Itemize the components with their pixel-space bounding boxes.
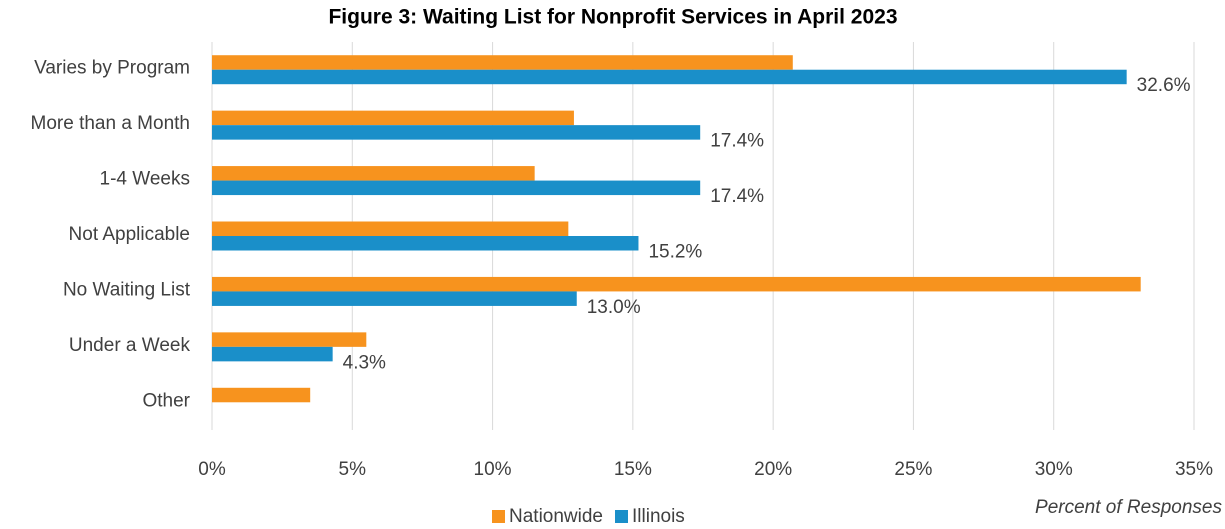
y-tick-label: Not Applicable <box>69 224 190 245</box>
bar <box>212 221 569 236</box>
bar <box>212 276 1141 292</box>
bar <box>212 69 1127 85</box>
x-axis-label: Percent of Responses <box>1035 497 1222 518</box>
bar <box>212 166 535 181</box>
bar <box>212 387 311 403</box>
x-tick-label: 30% <box>1035 459 1073 480</box>
y-tick-label: Varies by Program <box>34 58 190 79</box>
x-tick-label: 25% <box>894 459 932 480</box>
y-tick-label: Other <box>142 390 190 411</box>
data-label: 13.0% <box>587 297 641 318</box>
legend-label: Illinois <box>632 506 685 527</box>
data-label: 17.4% <box>710 131 764 152</box>
bar <box>212 180 701 196</box>
y-tick-label: 1-4 Weeks <box>100 169 190 190</box>
x-tick-label: 20% <box>754 459 792 480</box>
data-label: 4.3% <box>343 352 386 373</box>
legend-swatch <box>615 510 628 523</box>
bar <box>212 110 574 126</box>
y-tick-label: Under a Week <box>69 335 191 356</box>
bar <box>212 55 793 70</box>
y-tick-label: No Waiting List <box>63 279 191 300</box>
bar <box>212 346 333 362</box>
legend-swatch <box>492 510 505 523</box>
x-tick-label: 35% <box>1175 459 1213 480</box>
legend-label: Nationwide <box>509 506 603 527</box>
data-label: 15.2% <box>648 242 702 263</box>
x-tick-label: 15% <box>614 459 652 480</box>
y-tick-label: More than a Month <box>31 113 190 134</box>
x-tick-label: 10% <box>474 459 512 480</box>
data-label: 32.6% <box>1137 75 1191 96</box>
bar <box>212 332 367 347</box>
x-tick-label: 5% <box>339 459 367 480</box>
bar <box>212 291 577 306</box>
x-tick-label: 0% <box>198 459 226 480</box>
data-label: 17.4% <box>710 186 764 207</box>
bar <box>212 125 701 140</box>
chart-title: Figure 3: Waiting List for Nonprofit Ser… <box>328 6 897 29</box>
bar <box>212 236 639 251</box>
